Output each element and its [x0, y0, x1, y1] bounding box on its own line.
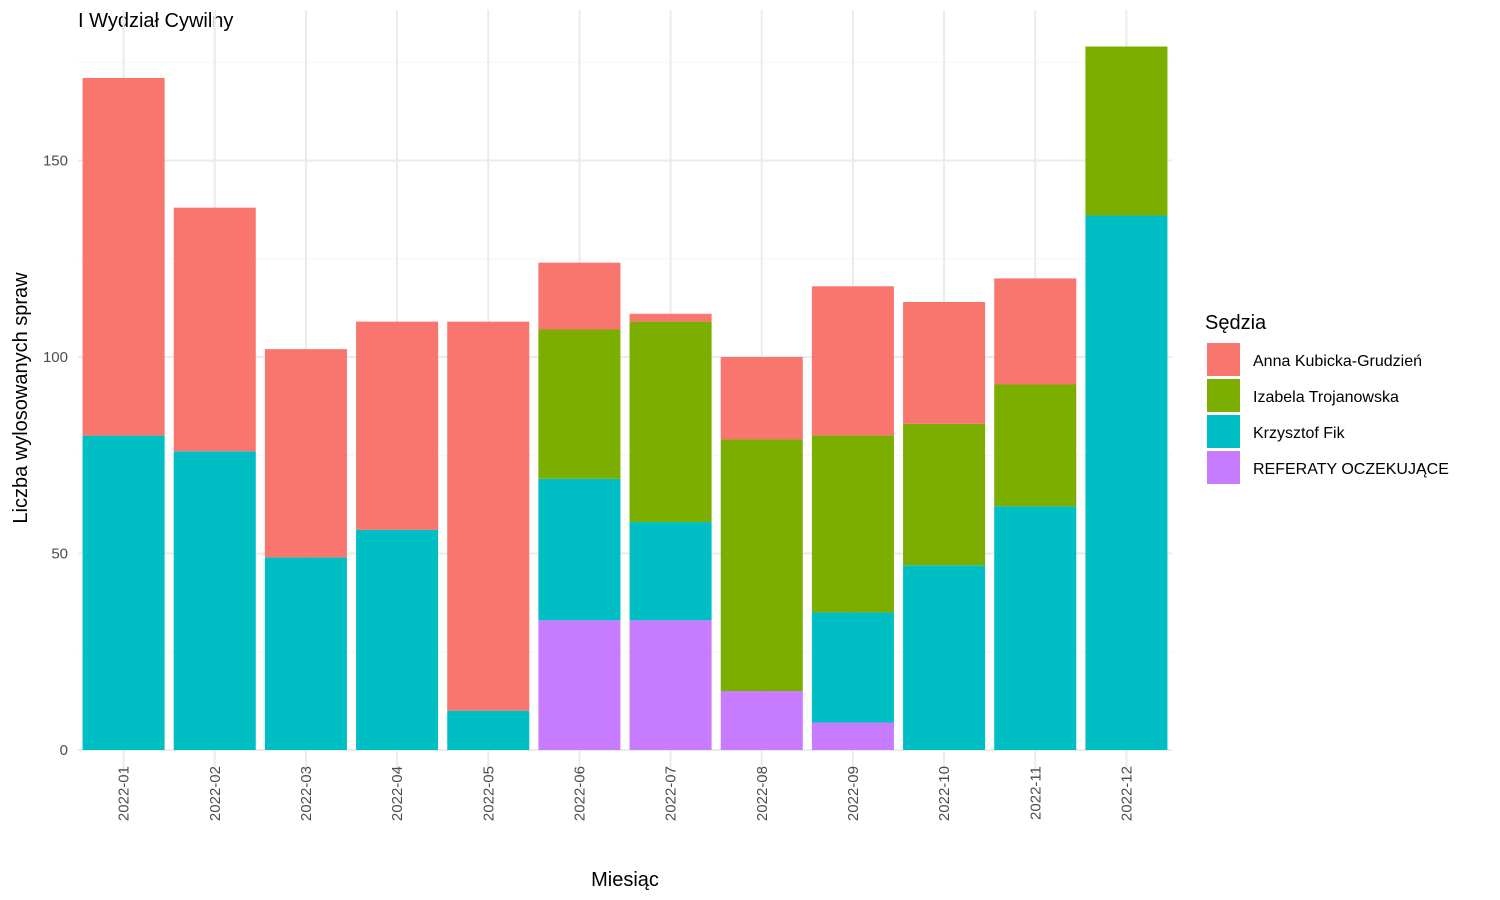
bar-segment	[903, 423, 986, 566]
x-tick-label: 2022-11	[1027, 766, 1044, 820]
legend-label: Anna Kubicka-Grudzień	[1253, 353, 1422, 370]
bar-segment	[720, 691, 803, 750]
legend-label: REFERATY OCZEKUJĄCE	[1253, 461, 1449, 478]
x-tick-label: 2022-04	[389, 766, 406, 821]
chart-title: I Wydział Cywilny	[78, 10, 233, 32]
bar-segment	[173, 207, 256, 452]
x-axis-ticks: 2022-01 2022-02 2022-03 2022-04 2022-05 2022-…	[116, 766, 1136, 821]
legend-title: Sędzia	[1205, 312, 1267, 334]
bar-segment	[173, 451, 256, 750]
x-tick-label: 2022-02	[207, 766, 224, 821]
bar-segment	[264, 557, 347, 750]
x-axis-title: Miesiąc	[591, 869, 659, 891]
legend-key	[1207, 379, 1240, 412]
bar-segment	[720, 439, 803, 692]
x-tick-label: 2022-06	[571, 766, 588, 821]
bar-segment	[994, 278, 1077, 385]
bar-segment	[720, 357, 803, 440]
bar-segment	[629, 620, 712, 750]
y-tick-label: 150	[43, 153, 68, 170]
legend-label: Krzysztof Fik	[1253, 425, 1346, 442]
bar-segment	[629, 522, 712, 621]
bar-segment	[1085, 215, 1168, 750]
x-tick-label: 2022-07	[663, 766, 680, 821]
y-axis-title: Liczba wylosowanych spraw	[10, 272, 32, 524]
bar-segment	[82, 435, 165, 750]
x-tick-label: 2022-12	[1118, 766, 1135, 821]
bar-segment	[264, 349, 347, 558]
legend-key	[1207, 343, 1240, 376]
bar-segment	[994, 384, 1077, 507]
y-tick-label: 50	[51, 546, 68, 563]
bar-segment	[811, 286, 894, 436]
bar-segment	[538, 262, 621, 330]
bar-segment	[447, 321, 530, 711]
bar-segment	[629, 313, 712, 322]
legend-key	[1207, 415, 1240, 448]
bar-segment	[356, 529, 439, 750]
legend-key	[1207, 451, 1240, 484]
bar-segment	[629, 321, 712, 523]
bar-segment	[82, 77, 165, 436]
x-tick-label: 2022-05	[480, 766, 497, 821]
bar-segment	[538, 620, 621, 750]
x-tick-label: 2022-08	[754, 766, 771, 821]
bar-segment	[811, 612, 894, 723]
y-axis-ticks: 0 50 100 150	[43, 153, 68, 760]
y-tick-label: 100	[43, 349, 68, 366]
legend-label: Izabela Trojanowska	[1253, 389, 1399, 406]
bar-segment	[811, 435, 894, 613]
x-tick-label: 2022-01	[116, 766, 133, 821]
bar-segment	[1085, 46, 1168, 216]
bar-segment	[994, 506, 1077, 750]
legend: Sędzia Anna Kubicka-Grudzień Izabela Troj…	[1205, 312, 1449, 484]
x-tick-label: 2022-09	[845, 766, 862, 821]
bar-segment	[447, 710, 530, 750]
bar-segment	[903, 565, 986, 750]
x-tick-label: 2022-03	[298, 766, 315, 821]
bars	[82, 46, 1168, 750]
bar-segment	[903, 301, 986, 424]
bar-segment	[538, 478, 621, 621]
bar-segment	[538, 329, 621, 479]
x-tick-label: 2022-10	[936, 766, 953, 821]
bar-segment	[356, 321, 439, 530]
y-tick-label: 0	[60, 742, 68, 759]
bar-segment	[811, 722, 894, 750]
